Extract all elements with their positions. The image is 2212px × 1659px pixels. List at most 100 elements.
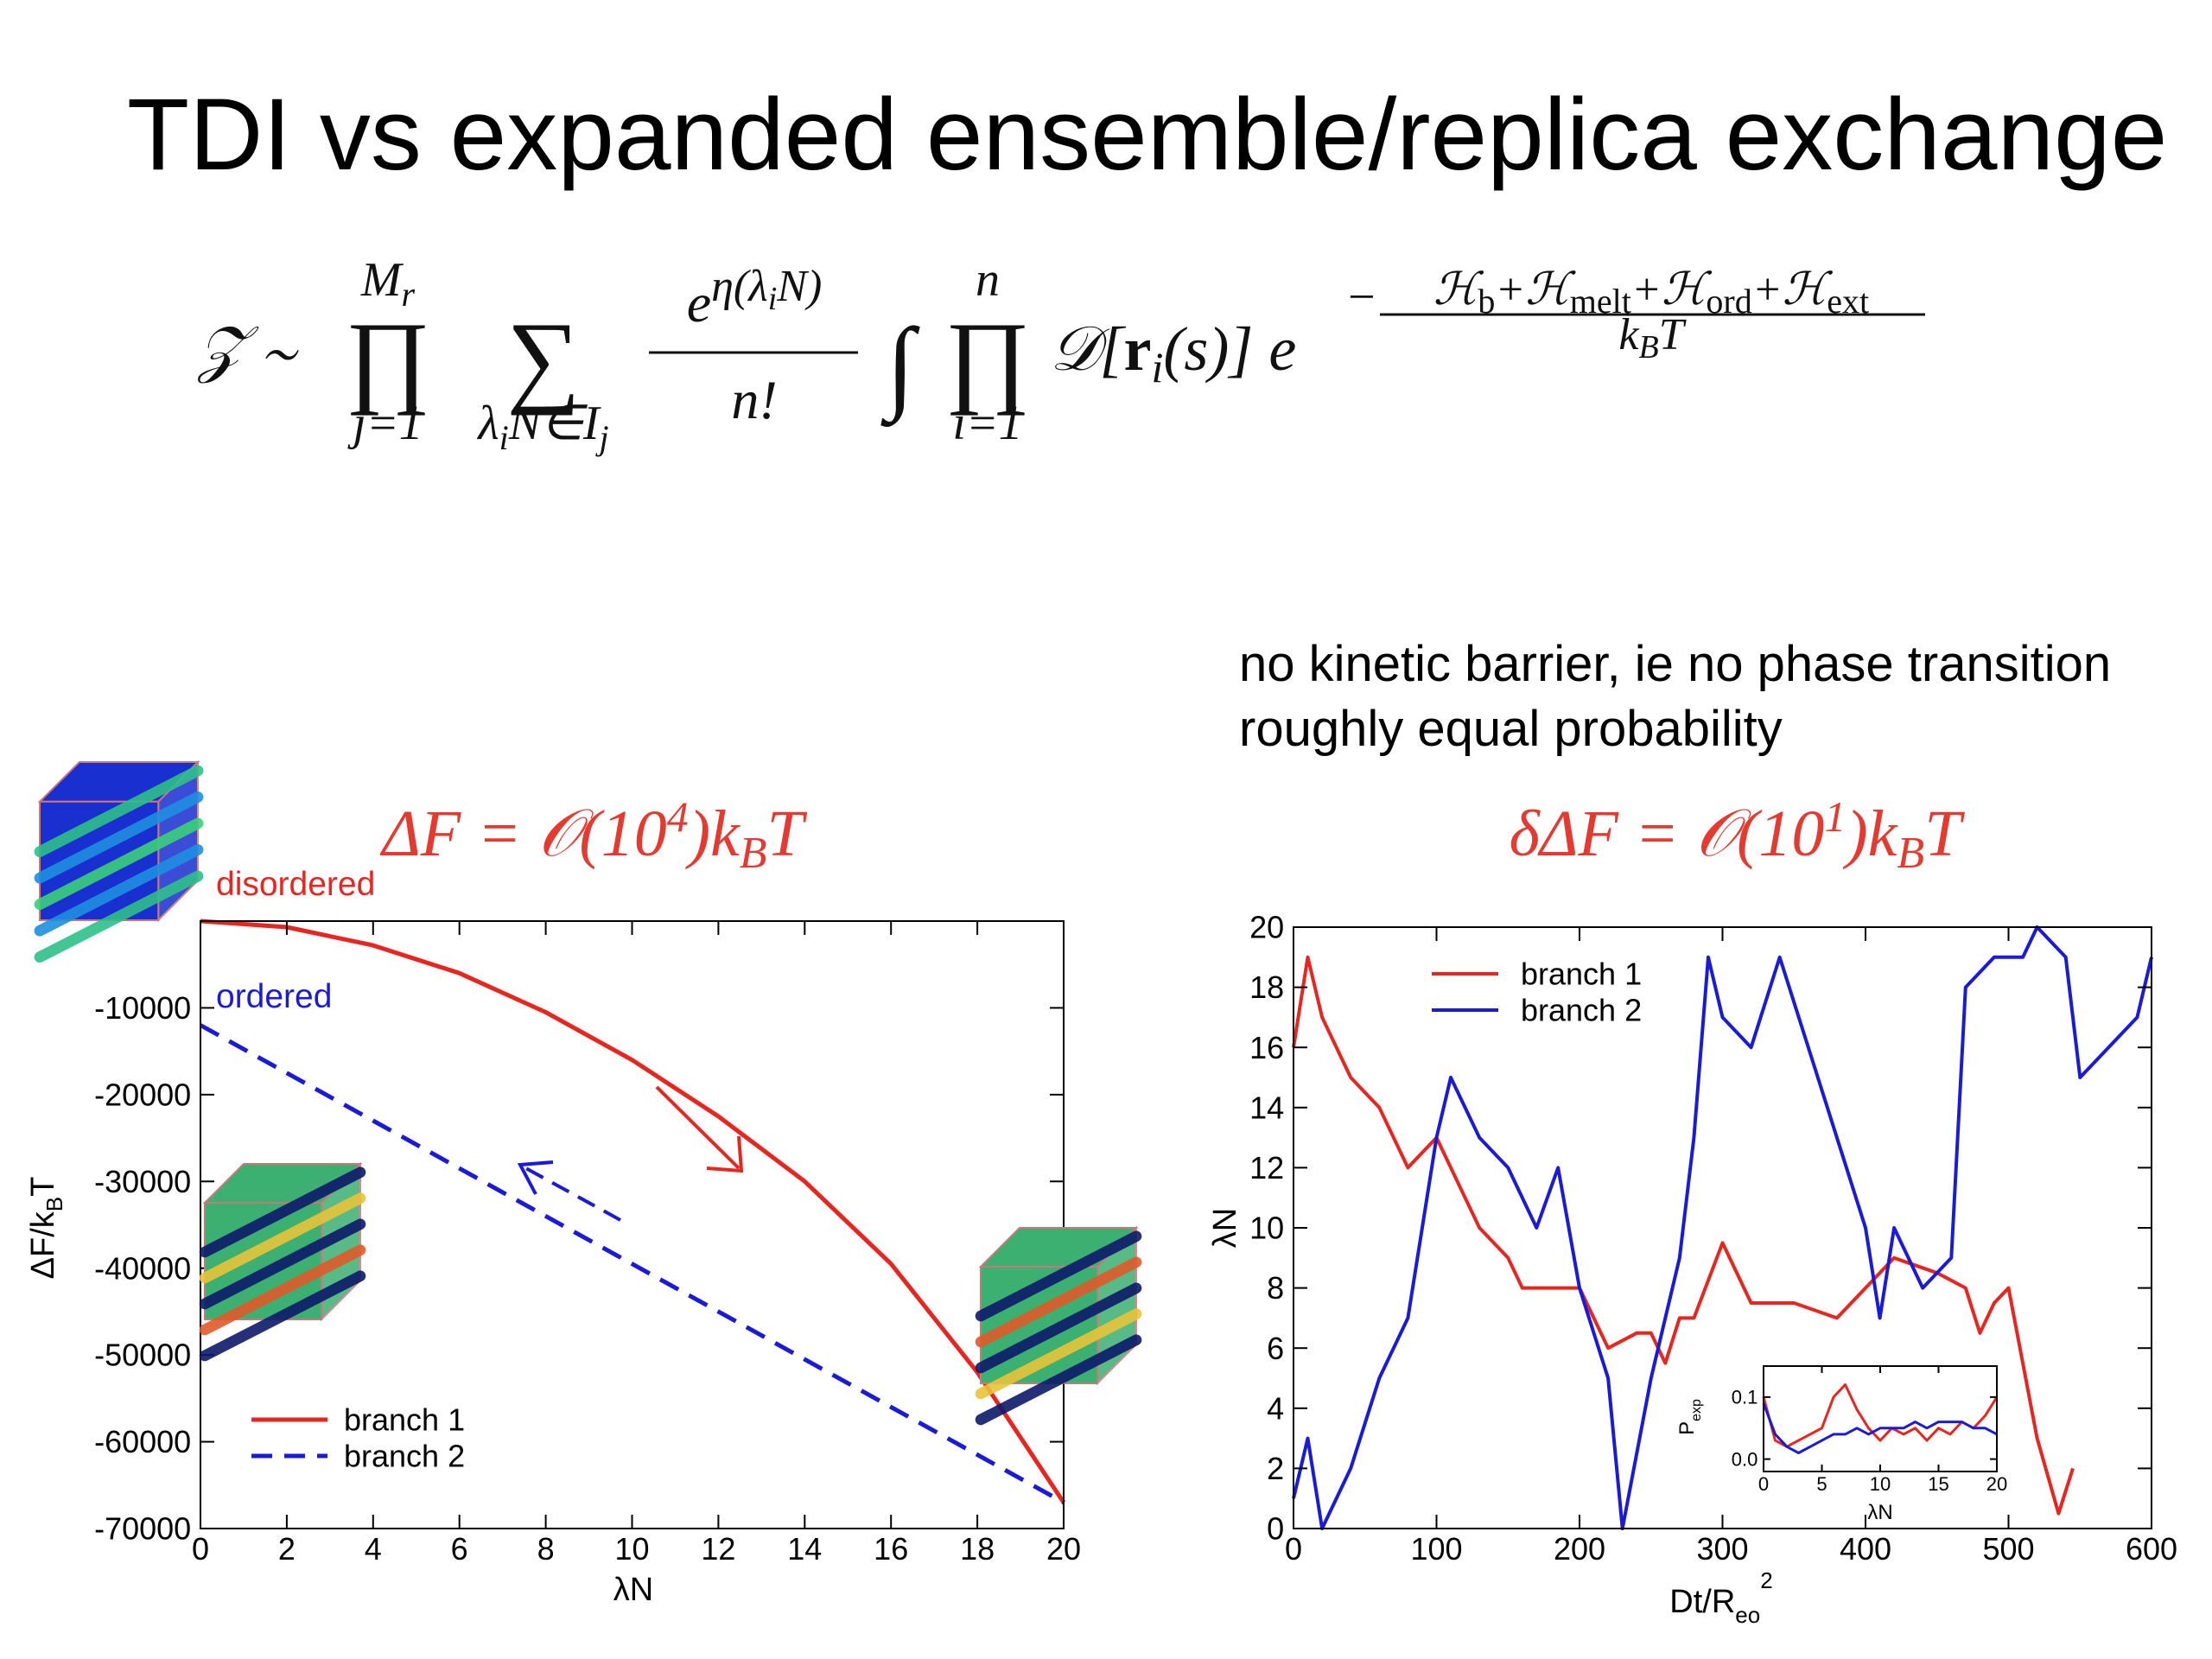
legend-label: branch 2 — [1521, 993, 1642, 1028]
y-tick-label: 0.0 — [1732, 1448, 1758, 1470]
arrow-shaft — [655, 1085, 741, 1170]
y-tick-label: -30000 — [94, 1164, 191, 1199]
eq-part: 𝒟[ — [1050, 315, 1126, 384]
eq-part: i — [499, 418, 509, 457]
y-axis-label: Pexp — [1675, 1399, 1704, 1435]
note: roughly equal probability — [1239, 701, 1783, 757]
y-tick-label: -20000 — [94, 1077, 191, 1112]
eq-part: k — [1618, 310, 1639, 359]
arrow-head — [706, 1135, 744, 1173]
annotation: ordered — [216, 978, 332, 1015]
cubes — [34, 760, 1142, 1426]
label-part: eo — [1735, 1602, 1760, 1628]
y-tick-label: 10 — [1249, 1211, 1284, 1246]
x-axis-label: λN — [613, 1572, 653, 1608]
eq-part: ℋ — [1433, 265, 1484, 315]
x-tick-label: 500 — [1982, 1531, 2034, 1567]
x-tick-label: 16 — [874, 1531, 908, 1567]
eq-product: ∏ — [945, 301, 1031, 416]
cube-stripe — [975, 1334, 1142, 1426]
y-tick-label: -40000 — [94, 1250, 191, 1286]
y-tick-label: 18 — [1249, 969, 1284, 1005]
series-line — [1762, 1383, 1999, 1448]
label-part: 2 — [1760, 1567, 1772, 1593]
formula-part: B — [740, 829, 767, 878]
x-tick-label: 100 — [1410, 1531, 1462, 1567]
x-axis-label: λN — [1867, 1501, 1892, 1524]
cube-stripe — [34, 765, 204, 858]
formula-part: )k — [685, 798, 741, 870]
eq-product-top: Mr — [360, 253, 416, 314]
arrow-head — [517, 1160, 554, 1195]
formula-part: 1 — [1824, 792, 1846, 841]
label-part: ΔF/k — [25, 1211, 61, 1279]
cube-stripe — [199, 1270, 366, 1362]
formula-part: )k — [1842, 798, 1897, 870]
eq-part: +ℋ — [1495, 265, 1576, 315]
inset-labels: λN Pexp — [1675, 1399, 1893, 1524]
x-tick-label: 15 — [1928, 1473, 1948, 1495]
x-tick-label: 2 — [278, 1531, 296, 1567]
eq-part: T — [1659, 310, 1687, 359]
plot-background — [1764, 1366, 1997, 1471]
eq-part: N) — [776, 262, 822, 311]
formula-part: ΔF = 𝒪(10 — [379, 798, 667, 870]
cube-stripe — [199, 1244, 366, 1336]
x-tick-label: 0 — [1758, 1473, 1769, 1495]
eq-lhs: 𝒵 ∼ — [196, 315, 300, 384]
cube-stripe — [975, 1230, 1142, 1322]
eq-product-bottom: i=1 — [952, 397, 1022, 450]
eq-product-top: n — [976, 253, 1000, 307]
cube-stripe — [975, 1282, 1142, 1374]
formula-part: B — [1897, 829, 1924, 878]
x-tick-label: 10 — [614, 1531, 649, 1567]
cube-stripe — [34, 870, 204, 963]
x-tick-label: 20 — [1986, 1473, 2007, 1495]
y-tick-label: -50000 — [94, 1338, 191, 1373]
legend-label: branch 2 — [344, 1439, 465, 1474]
eq-part: b — [1478, 282, 1495, 321]
x-tick-label: 400 — [1840, 1531, 1891, 1567]
y-tick-label: 0 — [1267, 1511, 1284, 1547]
y-tick-label: 14 — [1249, 1090, 1284, 1125]
series-line — [1292, 925, 2153, 1530]
eq-part: r — [1123, 315, 1151, 384]
y-tick-label: 16 — [1249, 1030, 1284, 1065]
y-tick-label: 2 — [1267, 1451, 1284, 1486]
eq-measure: 𝒟[ri(s)] e — [1050, 315, 1296, 391]
eq-exp-den: kBT — [1618, 310, 1686, 365]
label-part: exp — [1689, 1399, 1704, 1421]
x-tick-label: 0 — [1285, 1531, 1302, 1567]
formula-part: 4 — [667, 792, 689, 841]
label-part: Dt/R — [1669, 1584, 1735, 1620]
x-tick-label: 4 — [365, 1531, 382, 1567]
eq-part: e — [687, 272, 711, 334]
formula: δΔF = 𝒪(101)kBT — [1510, 792, 1966, 878]
eq-part: i — [1151, 343, 1163, 391]
series-line — [200, 918, 1066, 1504]
x-tick-label: 18 — [960, 1531, 995, 1567]
y-tick-label: -70000 — [94, 1511, 191, 1547]
x-tick-label: 14 — [787, 1531, 822, 1567]
formula-part: δΔF = 𝒪(10 — [1510, 798, 1825, 870]
cube-stripe — [199, 1192, 366, 1284]
cube-stripe — [34, 817, 204, 911]
x-tick-label: 600 — [2126, 1531, 2177, 1567]
y-tick-label: -60000 — [94, 1424, 191, 1459]
note: no kinetic barrier, ie no phase transiti… — [1239, 636, 2111, 692]
y-axis-label: λN — [1207, 1208, 1243, 1248]
y-axis-label: ΔF/kBT — [25, 1177, 67, 1280]
eq-part: +ℋ — [1752, 265, 1834, 315]
eq-sum: ∑ — [506, 301, 581, 416]
legend-label: branch 1 — [1521, 957, 1642, 992]
eq-part: B — [1638, 329, 1658, 365]
cube-stripe — [975, 1256, 1142, 1348]
annotation: disordered — [216, 866, 375, 903]
formula: ΔF = 𝒪(104)kBT — [379, 792, 807, 878]
cube-icon — [199, 1161, 366, 1362]
eq-part: i — [768, 281, 778, 317]
y-tick-label: -10000 — [94, 990, 191, 1026]
